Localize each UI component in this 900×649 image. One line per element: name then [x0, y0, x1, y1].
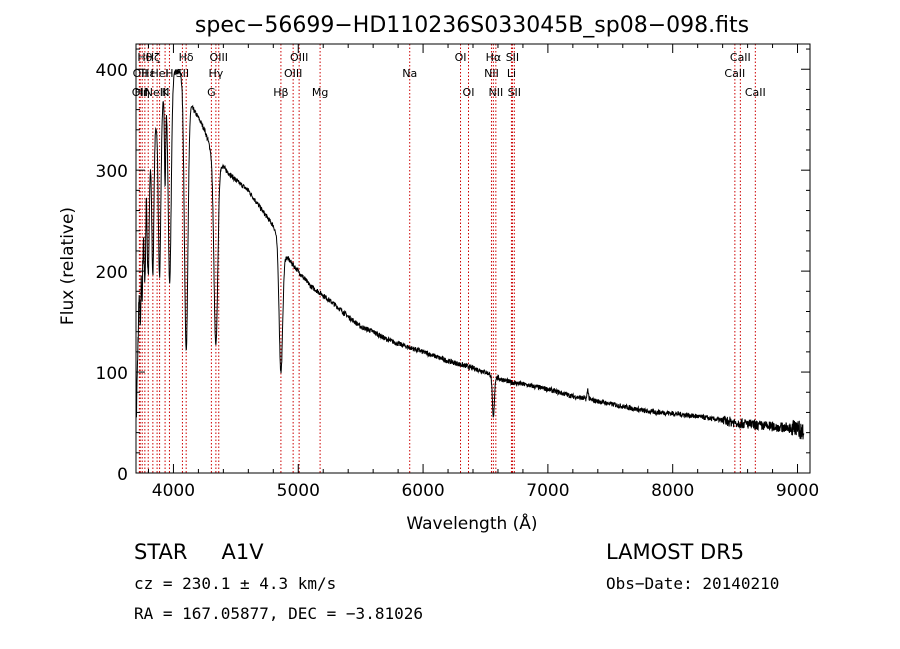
- line-marker-label: OIII: [210, 51, 228, 64]
- line-marker-label: Hζ: [146, 51, 160, 64]
- survey-name: LAMOST DR5: [606, 540, 745, 564]
- line-marker-label: OI: [455, 51, 467, 64]
- y-tick-label: 0: [117, 465, 128, 485]
- line-marker-label: OIII: [284, 67, 302, 80]
- line-marker-label: Mg: [312, 86, 328, 99]
- y-axis-label: Flux (relative): [58, 207, 78, 325]
- line-marker-label: CaII: [745, 86, 766, 99]
- line-marker-label: Hδ: [179, 51, 194, 64]
- y-tick-label: 100: [96, 364, 128, 384]
- x-axis-ticks: 4000 5000 6000 7000 8000 9000: [147, 44, 819, 501]
- observation-date: Obs−Date: 20140210: [606, 574, 780, 593]
- x-tick-label: 8000: [651, 481, 694, 501]
- spectrum-line: [135, 68, 805, 440]
- line-markers: [138, 44, 756, 473]
- object-class: STAR A1V: [134, 540, 264, 564]
- x-tick-label: 7000: [526, 481, 569, 501]
- ra-dec-coordinates: RA = 167.05877, DEC = −3.81026: [134, 604, 423, 623]
- line-marker-label: SII: [508, 86, 521, 99]
- redshift-velocity: cz = 230.1 ± 4.3 km/s: [134, 574, 337, 593]
- line-marker-label: SII: [506, 51, 519, 64]
- line-marker-label: OI: [463, 86, 475, 99]
- line-marker-label: CaII: [724, 67, 745, 80]
- line-marker-label: NII: [488, 86, 503, 99]
- x-tick-label: 9000: [776, 481, 819, 501]
- line-marker-label: Hα: [486, 51, 502, 64]
- line-marker-label: CaII: [730, 51, 751, 64]
- line-marker-label: Na: [402, 67, 417, 80]
- object-type: STAR: [134, 540, 188, 564]
- line-marker-label: SII: [176, 67, 189, 80]
- line-marker-label: Hβ: [273, 86, 288, 99]
- line-marker-label: Li: [507, 67, 516, 80]
- line-marker-label: Hθ: [137, 51, 152, 64]
- line-marker-label: NeIII: [145, 86, 170, 99]
- spectral-subclass: A1V: [221, 540, 264, 564]
- line-marker-label: HeI: [150, 67, 168, 80]
- chart-title: spec−56699−HD110236S033045B_sp08−098.fit…: [195, 13, 749, 38]
- line-marker-label: G: [207, 86, 216, 99]
- y-tick-label: 200: [96, 263, 128, 283]
- y-tick-label: 300: [96, 162, 128, 182]
- y-axis-ticks: 0 100 200 300 400: [96, 48, 810, 485]
- line-marker-label: Hε: [141, 67, 155, 80]
- x-tick-label: 4000: [152, 481, 195, 501]
- line-marker-label: OIII: [290, 51, 308, 64]
- plot-frame: [135, 43, 811, 474]
- y-tick-label: 400: [96, 61, 128, 81]
- x-axis-label: Wavelength (Å): [406, 512, 537, 534]
- x-tick-label: 5000: [277, 481, 320, 501]
- line-marker-label: Hγ: [208, 67, 223, 80]
- line-marker-label: H: [165, 67, 173, 80]
- line-marker-label: K: [161, 86, 169, 99]
- x-tick-label: 6000: [401, 481, 444, 501]
- line-marker-label: NII: [484, 67, 499, 80]
